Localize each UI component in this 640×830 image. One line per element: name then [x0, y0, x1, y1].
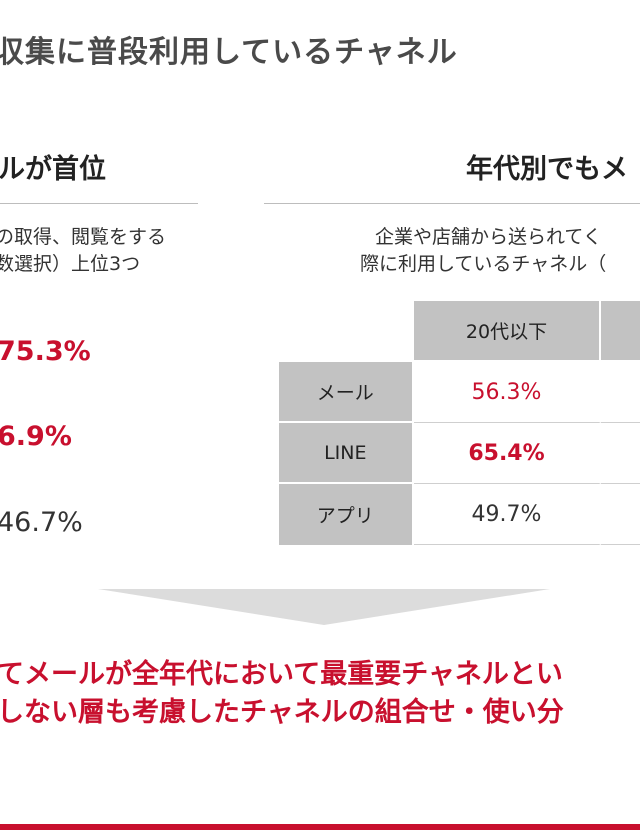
table-cell-value: 65.4% [413, 423, 602, 484]
conclusion-line-1: てメールが全年代において最重要チャネルとい [0, 659, 563, 690]
table-row: LINE 65.4% [279, 423, 640, 484]
left-section-divider [0, 203, 198, 204]
channel-by-age-table: 20代以下 メール 56.3% LINE 65.4% アプリ 49.7% [279, 301, 640, 545]
table-cell-empty [601, 423, 640, 484]
right-desc-line-1: 企業や店舗から送られてく [375, 226, 602, 248]
table-cell-value: 49.7% [413, 484, 602, 545]
table-row-label: アプリ [279, 484, 414, 545]
left-stat-2: 6.9% [0, 421, 72, 452]
right-section-heading: 年代別でもメ [466, 154, 628, 185]
table-cell-empty [601, 362, 640, 423]
table-cell-value: 56.3% [413, 362, 602, 423]
down-arrow-icon [98, 589, 550, 625]
left-stat-3: 46.7% [0, 507, 83, 538]
left-desc-line-1: の取得、閲覧をする [0, 226, 167, 248]
table-row: アプリ 49.7% [279, 484, 640, 545]
conclusion-line-2: しない層も考慮したチャネルの組合せ・使い分 [0, 697, 564, 728]
table-col-header [601, 301, 640, 362]
left-desc-line-2: 数選択）上位3つ [0, 253, 141, 275]
left-section-heading: ルが首位 [0, 154, 106, 185]
table-col-header: 20代以下 [413, 301, 602, 362]
page-title: 収集に普段利用しているチャネル [0, 35, 458, 70]
table-row: メール 56.3% [279, 362, 640, 423]
right-section-divider [264, 203, 640, 204]
left-stat-1: 75.3% [0, 336, 91, 367]
table-row-label: LINE [279, 423, 414, 484]
bottom-accent-bar [0, 824, 640, 830]
table-row-label: メール [279, 362, 414, 423]
table-cell-empty [601, 484, 640, 545]
right-desc-line-2: 際に利用しているチャネル（ [360, 253, 607, 275]
table-corner-cell [279, 301, 414, 362]
table-header-row: 20代以下 [279, 301, 640, 362]
